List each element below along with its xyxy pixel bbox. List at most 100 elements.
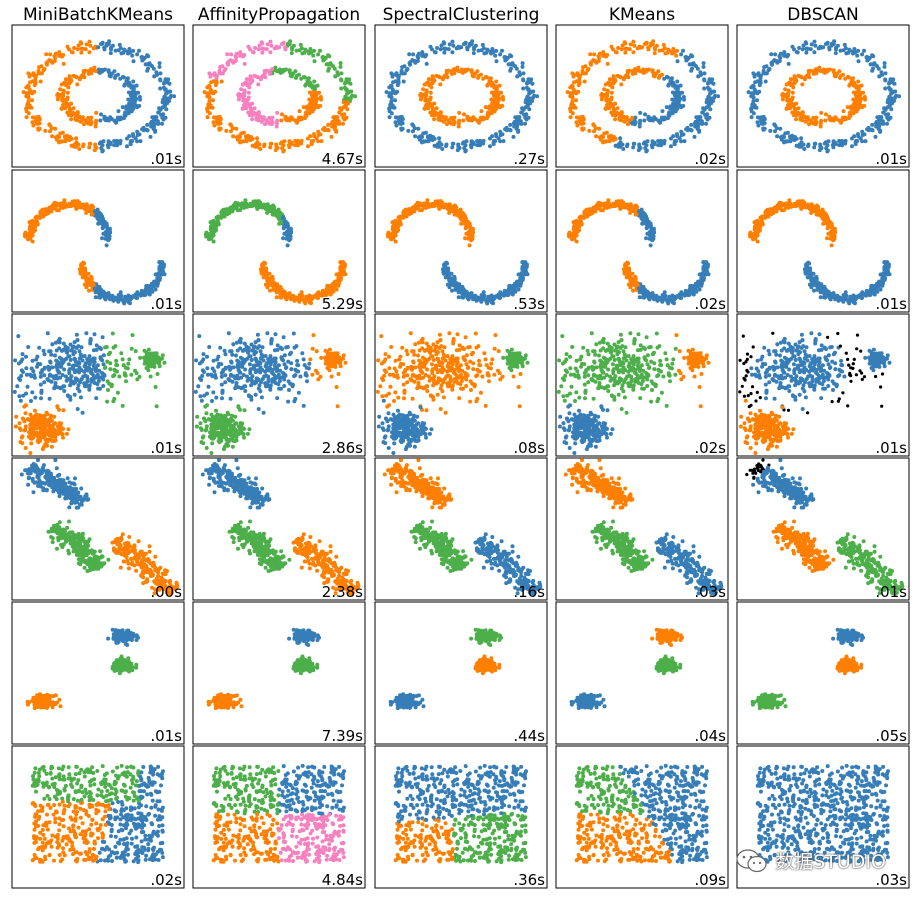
data-point — [398, 215, 402, 219]
data-point — [411, 52, 415, 56]
data-point — [224, 129, 228, 133]
data-point — [164, 107, 168, 111]
data-point — [105, 42, 109, 46]
data-point — [75, 82, 79, 86]
data-point — [158, 61, 162, 65]
data-point — [442, 205, 446, 209]
data-point — [438, 82, 442, 86]
data-point — [833, 72, 837, 76]
data-point — [295, 49, 299, 53]
data-point — [812, 50, 816, 54]
data-point — [602, 87, 606, 91]
data-point — [826, 69, 830, 73]
data-point — [854, 141, 858, 145]
data-point — [234, 127, 238, 131]
data-point — [862, 49, 866, 53]
data-point — [66, 96, 70, 100]
data-point — [467, 297, 471, 301]
data-point — [844, 51, 848, 55]
data-point — [616, 203, 620, 207]
data-point — [638, 125, 642, 129]
data-point — [138, 98, 142, 102]
data-point — [457, 69, 461, 73]
data-point — [508, 53, 512, 57]
data-point — [531, 82, 535, 86]
data-point — [121, 105, 125, 109]
data-point — [501, 98, 505, 102]
data-point — [218, 65, 222, 69]
data-point — [425, 89, 429, 93]
data-point — [756, 124, 760, 128]
data-point — [457, 295, 461, 299]
data-point — [645, 226, 649, 230]
data-point — [792, 78, 796, 82]
data-point — [650, 145, 654, 149]
data-point — [804, 120, 808, 124]
data-point — [341, 122, 345, 126]
data-point — [280, 112, 284, 116]
data-point — [812, 145, 816, 149]
data-point — [118, 43, 122, 47]
data-point — [577, 80, 581, 84]
data-point — [288, 237, 292, 241]
data-point — [515, 125, 519, 129]
data-point — [875, 120, 879, 124]
data-point — [87, 289, 91, 293]
data-point — [615, 111, 619, 115]
data-point — [464, 143, 468, 147]
data-point — [484, 105, 488, 109]
data-point — [619, 118, 623, 122]
data-point — [340, 71, 344, 75]
data-point — [806, 144, 810, 148]
data-point — [682, 98, 686, 102]
data-point — [593, 206, 597, 210]
data-point — [256, 118, 260, 122]
data-point — [669, 144, 673, 148]
data-point — [303, 301, 307, 305]
data-point — [248, 113, 252, 117]
data-point — [413, 134, 417, 138]
data-point — [93, 287, 97, 291]
data-point — [675, 92, 679, 96]
data-point — [467, 234, 471, 238]
data-point — [93, 143, 97, 147]
data-point — [525, 82, 529, 86]
data-point — [131, 132, 135, 136]
data-point — [209, 237, 213, 241]
data-point — [63, 106, 67, 110]
data-point — [286, 243, 290, 247]
data-point — [215, 74, 219, 78]
data-point — [154, 273, 158, 277]
data-point — [499, 133, 503, 137]
data-point — [306, 144, 310, 148]
data-point — [133, 99, 137, 103]
data-point — [87, 205, 91, 209]
data-point — [275, 111, 279, 115]
data-point — [268, 289, 272, 293]
data-point — [574, 98, 578, 102]
data-point — [139, 139, 143, 143]
data-point — [592, 52, 596, 56]
data-point — [442, 271, 446, 275]
data-point — [422, 54, 426, 58]
data-point — [787, 89, 791, 93]
data-point — [523, 272, 527, 276]
data-point — [489, 296, 493, 300]
data-point — [495, 59, 499, 63]
data-point — [393, 98, 397, 102]
data-point — [447, 211, 451, 215]
data-point — [250, 117, 254, 121]
data-point — [219, 127, 223, 131]
data-point — [676, 59, 680, 63]
data-point — [300, 298, 304, 302]
data-point — [282, 226, 286, 230]
data-point — [613, 117, 617, 121]
data-point — [476, 76, 480, 80]
data-point — [750, 115, 754, 119]
data-point — [477, 120, 481, 124]
data-point — [462, 42, 466, 46]
data-point — [785, 107, 789, 111]
data-point — [651, 237, 655, 241]
data-point — [430, 103, 434, 107]
data-point — [343, 82, 347, 86]
